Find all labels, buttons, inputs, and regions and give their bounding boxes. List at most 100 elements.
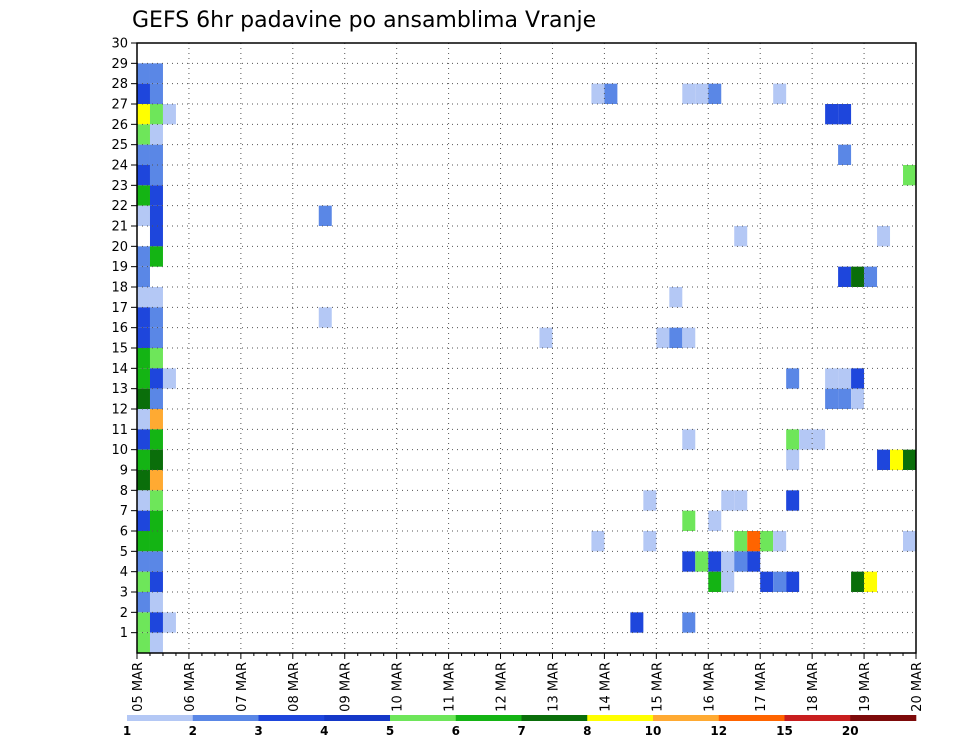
precip-cell xyxy=(137,185,150,206)
precip-cell xyxy=(786,429,800,450)
precip-cell xyxy=(162,368,176,389)
precip-cell xyxy=(149,348,163,369)
precip-cell xyxy=(149,470,163,491)
precip-cell xyxy=(149,185,163,206)
precip-cell xyxy=(903,165,916,186)
legend-swatch xyxy=(784,715,851,721)
x-tick-label: 08 MAR xyxy=(287,662,302,712)
y-tick-label: 3 xyxy=(120,586,128,601)
precip-cell xyxy=(137,368,150,389)
precip-cell xyxy=(734,226,748,247)
precip-cell xyxy=(539,327,553,348)
precip-cell xyxy=(137,124,150,145)
y-tick-label: 22 xyxy=(111,199,128,214)
precip-cell xyxy=(890,449,904,470)
legend-swatch xyxy=(324,715,391,721)
precip-cell xyxy=(318,205,332,226)
y-tick-label: 25 xyxy=(111,138,128,153)
legend-label: 7 xyxy=(517,724,525,738)
precip-cell xyxy=(838,266,852,287)
y-tick-label: 6 xyxy=(120,525,128,540)
legend-swatch xyxy=(390,715,457,721)
precip-cell xyxy=(708,510,722,531)
precip-cell xyxy=(137,327,150,348)
precip-cell xyxy=(137,388,150,409)
precip-cell xyxy=(149,83,163,104)
x-tick-label: 10 MAR xyxy=(391,662,406,712)
precip-cell xyxy=(137,205,150,226)
precip-cell xyxy=(149,104,163,125)
precip-cell xyxy=(137,409,150,430)
legend-swatch xyxy=(455,715,522,721)
legend-swatch xyxy=(127,715,194,721)
precip-cell xyxy=(747,551,761,572)
legend-label: 4 xyxy=(320,724,328,738)
precip-cell xyxy=(137,83,150,104)
precip-cell xyxy=(137,104,150,125)
legend-swatch xyxy=(192,715,259,721)
precip-cell xyxy=(149,409,163,430)
precip-cell xyxy=(877,449,891,470)
precip-cell xyxy=(838,368,852,389)
precip-cell xyxy=(162,104,176,125)
precip-cell xyxy=(137,470,150,491)
x-tick-label: 07 MAR xyxy=(235,662,250,712)
legend-label: 15 xyxy=(776,724,793,738)
precip-cell xyxy=(838,144,852,165)
precip-cell xyxy=(708,551,722,572)
legend-swatch xyxy=(653,715,720,721)
legend-label: 6 xyxy=(452,724,460,738)
precip-cell xyxy=(149,368,163,389)
legend-swatch xyxy=(258,715,325,721)
precip-cell xyxy=(137,490,150,511)
plot-frame xyxy=(136,42,917,654)
legend-swatch xyxy=(718,715,785,721)
x-tick-label: 13 MAR xyxy=(546,662,561,712)
precip-cell xyxy=(812,429,826,450)
precip-cell xyxy=(137,144,150,165)
y-tick-label: 21 xyxy=(111,220,128,235)
precip-cell xyxy=(721,490,735,511)
y-tick-label: 5 xyxy=(120,545,128,560)
y-tick-label: 10 xyxy=(111,443,128,458)
precip-cell xyxy=(760,531,774,552)
precip-cell xyxy=(149,429,163,450)
legend-swatch xyxy=(587,715,654,721)
precip-cell xyxy=(137,63,150,84)
precip-cell xyxy=(149,612,163,633)
y-axis: 1234567891011121314151617181920212223242… xyxy=(111,37,137,641)
precip-cell xyxy=(162,612,176,633)
precip-cell xyxy=(591,83,605,104)
precip-cell xyxy=(838,104,852,125)
precip-cell xyxy=(149,307,163,328)
precip-cell xyxy=(656,327,670,348)
precip-cell xyxy=(149,632,163,653)
x-tick-label: 15 MAR xyxy=(650,662,665,712)
y-tick-label: 29 xyxy=(111,57,128,72)
y-tick-label: 17 xyxy=(111,301,128,316)
precip-cell xyxy=(137,592,150,613)
precip-cell xyxy=(591,531,605,552)
legend-label: 8 xyxy=(583,724,591,738)
legend-label: 5 xyxy=(386,724,394,738)
precip-cell xyxy=(695,83,709,104)
precip-cell xyxy=(137,246,150,267)
legend-swatch xyxy=(850,715,917,721)
precip-cell xyxy=(137,429,150,450)
chart-title: GEFS 6hr padavine po ansamblima Vranje xyxy=(132,8,596,33)
precip-cell xyxy=(682,327,696,348)
precip-cell xyxy=(851,368,865,389)
precip-cell xyxy=(721,571,735,592)
precip-cell xyxy=(786,571,800,592)
precip-cell xyxy=(149,571,163,592)
legend-label: 1 xyxy=(123,724,131,738)
precip-cell xyxy=(682,429,696,450)
legend-label: 2 xyxy=(189,724,197,738)
legend-label: 12 xyxy=(710,724,727,738)
x-tick-label: 06 MAR xyxy=(183,662,198,712)
precip-cell xyxy=(137,551,150,572)
x-tick-label: 20 MAR xyxy=(910,662,925,712)
y-tick-label: 23 xyxy=(111,179,128,194)
y-tick-label: 1 xyxy=(120,626,128,641)
precip-cell xyxy=(149,246,163,267)
